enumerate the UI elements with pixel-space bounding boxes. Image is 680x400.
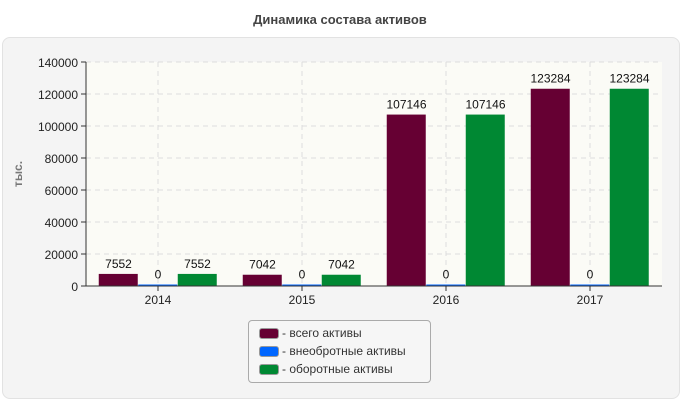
- legend-item: - оборотные активы: [259, 360, 430, 378]
- legend-label: - оборотные активы: [282, 362, 393, 376]
- y-tick-label: 100000: [38, 120, 78, 134]
- data-label: 7042: [249, 258, 276, 272]
- y-tick-label: 140000: [38, 56, 78, 70]
- data-label: 107146: [386, 98, 426, 112]
- bar: [138, 284, 178, 286]
- data-label: 7042: [328, 258, 355, 272]
- y-tick-label: 120000: [38, 88, 78, 102]
- x-tick-label: 2014: [145, 293, 172, 307]
- data-label: 107146: [465, 98, 505, 112]
- data-label: 123284: [530, 72, 570, 86]
- bar: [609, 88, 649, 286]
- x-tick-label: 2015: [289, 293, 316, 307]
- bar: [530, 88, 570, 286]
- legend-label: - внеобротные активы: [282, 344, 406, 358]
- y-axis-label: тыс.: [11, 161, 25, 187]
- bar: [98, 273, 138, 286]
- data-label: 0: [299, 268, 306, 282]
- bar: [570, 284, 610, 286]
- bar: [282, 284, 322, 286]
- bar: [242, 274, 282, 286]
- legend-label: - всего активы: [282, 326, 362, 340]
- legend-swatch: [259, 363, 279, 375]
- data-label: 123284: [609, 72, 649, 86]
- data-label: 0: [587, 268, 594, 282]
- y-tick-label: 20000: [45, 248, 79, 262]
- data-label: 0: [155, 268, 162, 282]
- bar: [177, 273, 217, 286]
- bar: [386, 114, 426, 286]
- legend-swatch: [259, 327, 279, 339]
- data-label: 7552: [184, 257, 211, 271]
- legend: - всего активы - внеобротные активы - об…: [248, 320, 431, 383]
- legend-swatch: [259, 345, 279, 357]
- y-tick-label: 40000: [45, 216, 79, 230]
- bar: [465, 114, 505, 286]
- bar: [426, 284, 466, 286]
- data-label: 0: [443, 268, 450, 282]
- y-tick-label: 80000: [45, 152, 79, 166]
- y-tick-label: 60000: [45, 184, 79, 198]
- x-tick-label: 2016: [433, 293, 460, 307]
- data-label: 7552: [105, 257, 132, 271]
- y-tick-label: 0: [71, 280, 78, 294]
- bar: [321, 274, 361, 286]
- x-tick-label: 2017: [577, 293, 604, 307]
- chart-title: Динамика состава активов: [253, 12, 427, 27]
- legend-item: - всего активы: [259, 324, 430, 342]
- legend-item: - внеобротные активы: [259, 342, 430, 360]
- plot-area: [86, 62, 662, 286]
